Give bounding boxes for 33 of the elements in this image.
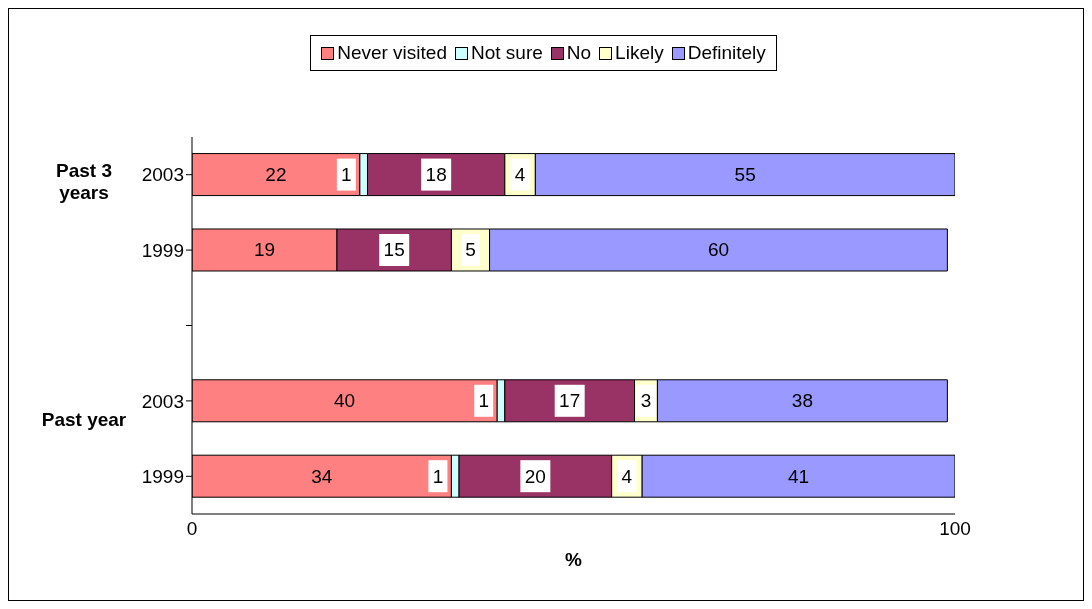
legend-label: Never visited [337, 42, 447, 64]
data-label: 19 [253, 239, 276, 261]
data-label: 38 [791, 390, 813, 412]
data-label: 22 [265, 164, 287, 186]
data-label: 34 [311, 465, 333, 487]
data-label: 4 [621, 465, 633, 487]
data-label: 1 [341, 164, 352, 186]
data-label: 40 [334, 390, 356, 412]
data-label: 15 [383, 239, 405, 261]
y-tick-label: 2003 [141, 164, 184, 186]
text: Past year [40, 409, 128, 431]
legend-label: Likely [615, 42, 664, 64]
y-tick-label: 1999 [141, 466, 184, 488]
data-label: 17 [559, 390, 581, 412]
x-tick-label: 0 [186, 518, 198, 540]
data-label: 1 [478, 390, 489, 412]
legend-label: Definitely [687, 42, 766, 64]
data-label: 20 [524, 465, 546, 487]
data-label: 55 [734, 164, 756, 186]
data-label: 60 [707, 239, 730, 261]
data-label: 18 [425, 164, 447, 186]
data-label: 41 [788, 465, 810, 487]
data-label: 3 [640, 390, 652, 412]
y-tick-label: 2003 [141, 390, 184, 412]
data-label: 1 [432, 465, 444, 487]
x-axis-title: % [565, 549, 583, 570]
legend-label: No [566, 42, 592, 64]
legend-label: Not sure [470, 42, 543, 64]
text: Past 3 years [55, 160, 113, 204]
x-tick-label: 100 [939, 518, 971, 540]
data-label: 5 [465, 239, 476, 261]
data-label: 4 [514, 164, 526, 186]
y-tick-label: 1999 [141, 239, 184, 261]
